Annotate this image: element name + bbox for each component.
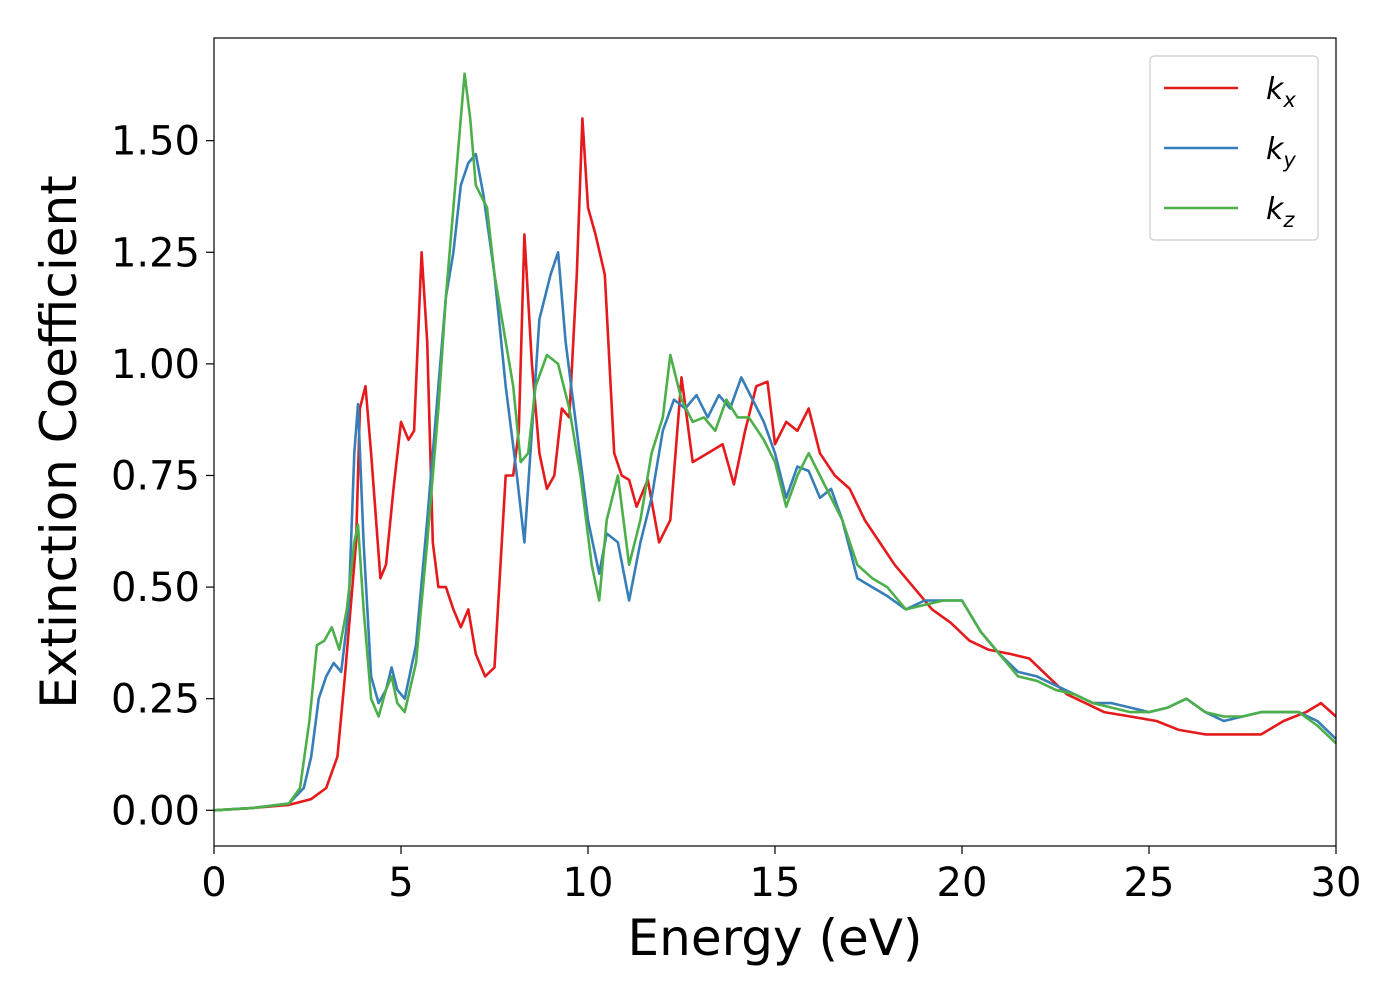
x-tick-label: 0 <box>201 860 226 906</box>
y-tick-label: 0.75 <box>111 453 200 499</box>
legend: kx ky kz <box>1149 55 1319 241</box>
y-tick-label: 1.25 <box>111 230 200 276</box>
y-tick-label: 0.50 <box>111 565 200 611</box>
series-line-k-y <box>213 152 1337 812</box>
y-tick-label: 1.00 <box>111 342 200 388</box>
plot-frame <box>213 37 1337 847</box>
series-line-k-x <box>213 117 1337 812</box>
y-tick-label: 0.25 <box>111 677 200 723</box>
series-line-k-z <box>213 72 1337 812</box>
y-axis-label: Extinction Coefficient <box>30 175 88 709</box>
x-tick-label: 25 <box>1124 860 1175 906</box>
x-tick-label: 20 <box>937 860 988 906</box>
y-tick-label: 0.00 <box>111 788 200 834</box>
x-tick-label: 10 <box>563 860 614 906</box>
x-tick-label: 15 <box>750 860 801 906</box>
legend-label-k-y: ky <box>1266 132 1296 172</box>
tick-layer: 0 5 10 15 20 25 30 0.00 0.25 0.50 0.75 1.00 1.25 1.50 <box>111 119 1362 906</box>
legend-label-k-x: kx <box>1266 72 1296 112</box>
x-tick-label: 5 <box>388 860 413 906</box>
series-layer <box>213 72 1337 812</box>
y-tick-label: 1.50 <box>111 119 200 165</box>
x-axis-label: Energy (eV) <box>628 909 923 967</box>
legend-label-k-z: kz <box>1266 192 1295 232</box>
x-tick-label: 30 <box>1311 860 1362 906</box>
